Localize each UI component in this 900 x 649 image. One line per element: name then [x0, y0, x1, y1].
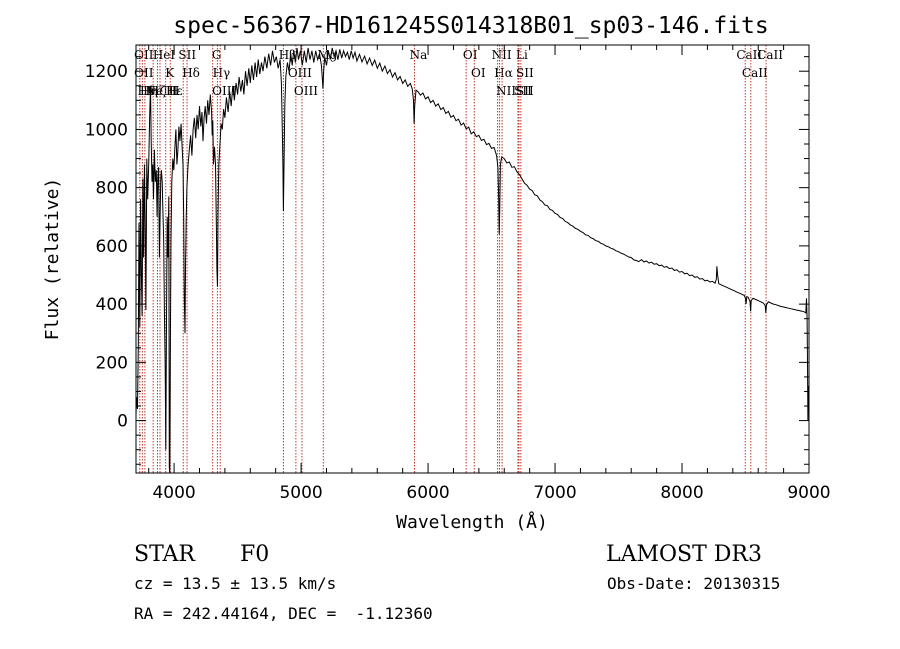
line-marker-label: CaII — [742, 66, 768, 80]
line-marker-label: H — [169, 84, 179, 98]
line-marker-label: G — [212, 48, 222, 62]
x-tick-label: 4000 — [152, 483, 195, 503]
spectrum-line — [135, 47, 810, 474]
object-class-text: STAR — [134, 542, 196, 567]
chart-title: spec-56367-HD161245S014318B01_sp03-146.f… — [173, 13, 768, 39]
line-marker-label: SII — [516, 66, 534, 80]
line-marker-label: Hε — [166, 84, 183, 98]
line-marker-label: OI — [471, 66, 486, 80]
x-tick-label: 8000 — [660, 483, 703, 503]
y-tick-label: 200 — [96, 353, 128, 373]
y-tick-label: 1200 — [85, 62, 128, 82]
y-axis-label: Flux (relative) — [42, 178, 63, 341]
plot-frame — [135, 44, 810, 474]
y-tick-label: 600 — [96, 237, 128, 257]
line-marker-label: OII — [134, 66, 154, 80]
x-tick-label: 9000 — [787, 483, 830, 503]
line-marker-label: NeIII — [146, 84, 178, 98]
spectrum-series — [135, 47, 810, 474]
line-marker-label: HeI — [153, 48, 176, 62]
line-marker-label: OII — [134, 48, 154, 62]
line-marker-label: Na — [410, 48, 428, 62]
y-tick-label: 400 — [96, 295, 128, 315]
redshift-text: cz = 13.5 ± 13.5 km/s — [134, 574, 336, 593]
y-tick-label: 0 — [117, 412, 128, 432]
subclass-text: F0 — [240, 542, 269, 567]
line-marker-label: Hα — [494, 66, 513, 80]
x-axis-label: Wavelength (Å) — [396, 511, 548, 533]
spectral-line-markers: OIIOIIHθHηHζNeIIIHeIKHεHSIIHδGHγOIIIHβOI… — [134, 45, 783, 473]
line-marker-label: OI — [463, 48, 478, 62]
obs-date-text: Obs-Date: 20130315 — [607, 574, 780, 593]
line-marker-label: OIII — [288, 66, 312, 80]
line-marker-label: Li — [516, 48, 528, 62]
line-marker-label: SII — [516, 84, 534, 98]
x-tick-label: 5000 — [279, 483, 322, 503]
line-marker-label: CaII — [757, 48, 783, 62]
line-marker-label: Hβ — [279, 48, 296, 62]
line-marker-label: NII — [496, 84, 516, 98]
x-tick-label: 6000 — [406, 483, 449, 503]
line-marker-label: Hγ — [213, 66, 231, 80]
coordinates-text: RA = 242.44164, DEC = -1.12360 — [134, 604, 433, 623]
survey-text: LAMOST DR3 — [606, 542, 762, 567]
line-marker-label: CaII — [736, 48, 762, 62]
y-tick-label: 800 — [96, 179, 128, 199]
line-marker-label: Hδ — [182, 66, 200, 80]
line-marker-label: SII — [514, 84, 532, 98]
axes: 4000 5000 6000 7000 8000 9000 0 200 400 600 800 100… — [85, 45, 831, 503]
line-marker-label: OIII — [294, 84, 318, 98]
x-tick-label: 7000 — [533, 483, 576, 503]
y-tick-label: 1000 — [85, 120, 128, 140]
